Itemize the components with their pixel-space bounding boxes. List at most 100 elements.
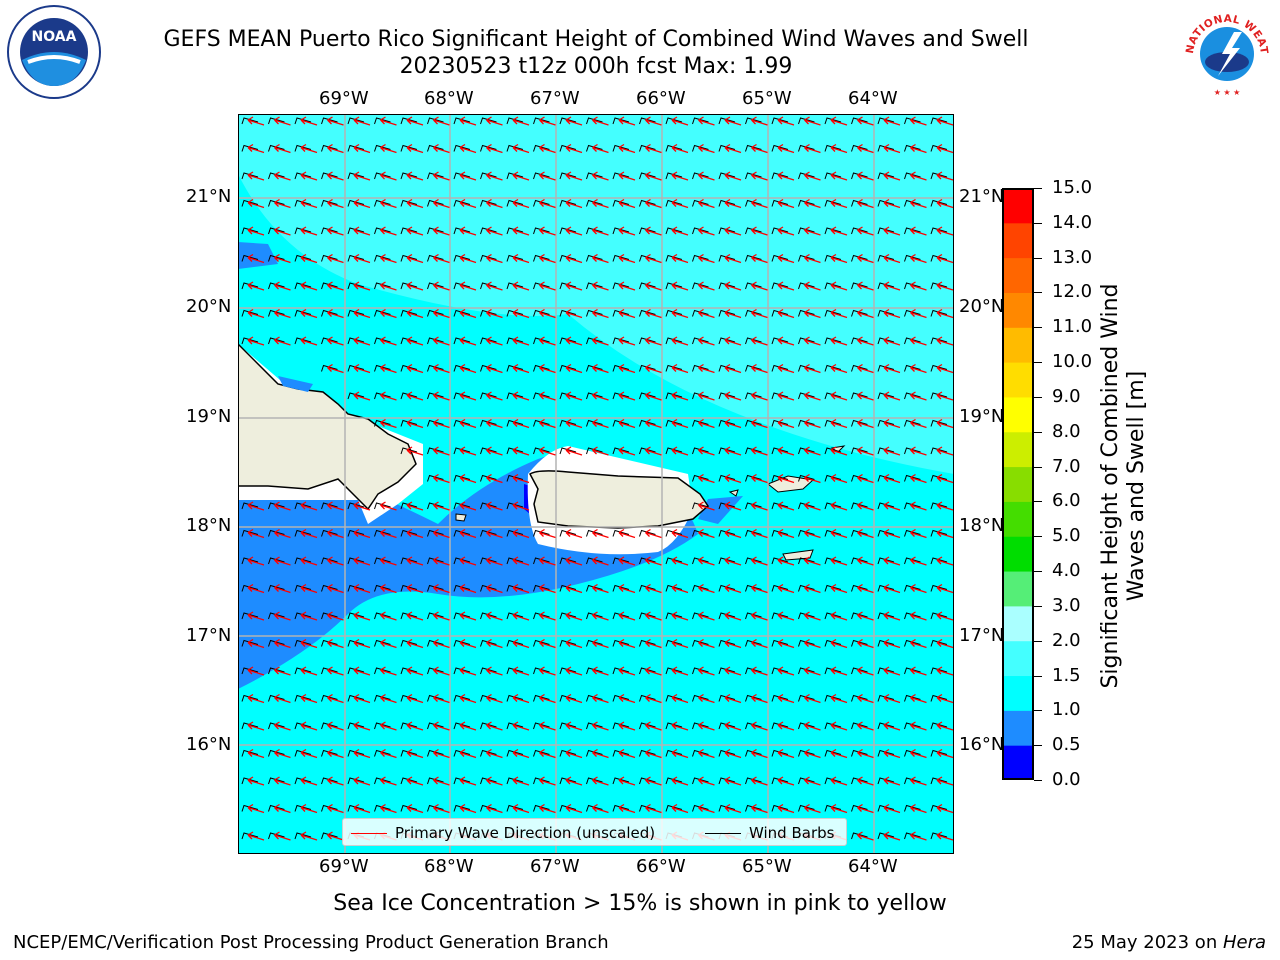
wave-direction-arrow: [565, 638, 583, 649]
wind-barb: [877, 749, 895, 757]
wind-barb: [692, 749, 709, 757]
wind-barb: [374, 667, 391, 675]
wave-direction-arrow: [777, 693, 795, 704]
wind-barb: [665, 364, 683, 372]
wind-barb: [533, 447, 550, 455]
colorbar-tick-mark: [1034, 188, 1042, 189]
wave-direction-arrow: [936, 418, 954, 429]
wind-barb: [427, 172, 444, 180]
wave-direction-arrow: [857, 831, 874, 841]
wave-direction-arrow: [459, 363, 477, 374]
wave-direction-arrow: [459, 693, 477, 704]
wind-barb: [294, 722, 312, 730]
wind-barb: [241, 777, 259, 785]
wind-barb: [453, 144, 471, 152]
wave-direction-arrow: [327, 171, 344, 181]
wind-barb: [400, 584, 418, 592]
wind-barb: [294, 777, 312, 785]
wind-barb: [745, 337, 762, 345]
wave-direction-arrow: [830, 143, 848, 154]
wind-barb: [453, 777, 471, 785]
wave-direction-arrow: [539, 693, 556, 704]
wind-barb: [559, 419, 577, 427]
wind-barb: [851, 804, 868, 812]
colorbar-cell: [1002, 257, 1034, 293]
wind-barb: [851, 777, 868, 785]
wind-barb: [930, 392, 948, 400]
wave-direction-arrow: [486, 363, 503, 374]
wind-barb: [559, 557, 577, 565]
wind-barb: [877, 639, 895, 647]
wave-direction-arrow: [592, 253, 609, 264]
wave-direction-arrow: [486, 528, 503, 539]
wind-barb: [692, 364, 709, 372]
wind-barb: [294, 584, 312, 592]
wave-direction-arrow: [565, 556, 583, 566]
wind-barb: [268, 777, 285, 785]
wave-direction-arrow: [830, 721, 848, 731]
wind-barb: [347, 364, 365, 372]
wave-direction-arrow: [380, 721, 397, 731]
wave-direction-arrow: [724, 776, 742, 786]
wind-barb: [904, 144, 921, 152]
wave-direction-arrow: [777, 171, 795, 181]
wind-barb: [506, 199, 524, 207]
wave-direction-arrow: [592, 748, 609, 759]
wind-barb: [321, 172, 338, 180]
wind-barb: [559, 254, 577, 262]
wave-direction-arrow: [936, 391, 954, 401]
wave-direction-arrow: [300, 556, 318, 566]
wind-barb: [639, 529, 656, 537]
wave-direction-arrow: [883, 473, 901, 484]
wave-direction-arrow: [406, 446, 424, 456]
wind-barb: [851, 419, 868, 427]
wind-barb: [241, 529, 259, 537]
wave-direction-arrow: [804, 171, 821, 181]
wave-direction-arrow: [327, 748, 344, 759]
wave-direction-arrow: [777, 528, 795, 539]
wind-barb: [453, 502, 471, 510]
wave-direction-arrow: [910, 693, 927, 704]
wave-direction-arrow: [406, 803, 424, 814]
wave-direction-arrow: [300, 721, 318, 731]
wave-direction-arrow: [274, 281, 291, 291]
wind-barb: [877, 392, 895, 400]
wave-direction-arrow: [433, 473, 450, 484]
wind-barb: [374, 804, 391, 812]
wave-direction-arrow: [910, 556, 927, 566]
wind-barb: [427, 584, 444, 592]
wave-direction-arrow: [300, 666, 318, 676]
wave-direction-arrow: [910, 391, 927, 401]
wave-direction-arrow: [592, 721, 609, 731]
wave-direction-arrow: [804, 446, 821, 456]
wave-direction-arrow: [910, 226, 927, 236]
wind-barb: [904, 392, 921, 400]
wind-barb: [745, 282, 762, 290]
wave-direction-arrow: [406, 116, 424, 126]
wind-barb: [241, 309, 259, 317]
wave-direction-arrow: [406, 281, 424, 291]
wind-barb: [904, 694, 921, 702]
wind-barb: [824, 612, 842, 620]
wave-direction-arrow: [830, 116, 848, 126]
wind-barb: [559, 667, 577, 675]
wind-barb: [904, 419, 921, 427]
wave-direction-arrow: [274, 171, 291, 181]
wave-direction-arrow: [936, 583, 954, 594]
wind-barb: [586, 529, 603, 537]
wind-barb: [559, 804, 577, 812]
wave-direction-arrow: [936, 803, 954, 814]
wave-direction-arrow: [406, 171, 424, 181]
wave-direction-arrow: [830, 666, 848, 676]
wave-direction-arrow: [247, 171, 265, 181]
wave-direction-arrow: [486, 226, 503, 236]
wave-direction-arrow: [274, 198, 291, 209]
wave-direction-arrow: [751, 143, 768, 154]
wave-direction-arrow: [777, 253, 795, 264]
wave-direction-arrow: [618, 666, 636, 676]
wave-direction-arrow: [618, 446, 636, 456]
wave-direction-arrow: [777, 803, 795, 814]
wind-barb: [692, 117, 709, 125]
wind-barb: [453, 529, 471, 537]
wind-barb: [400, 612, 418, 620]
